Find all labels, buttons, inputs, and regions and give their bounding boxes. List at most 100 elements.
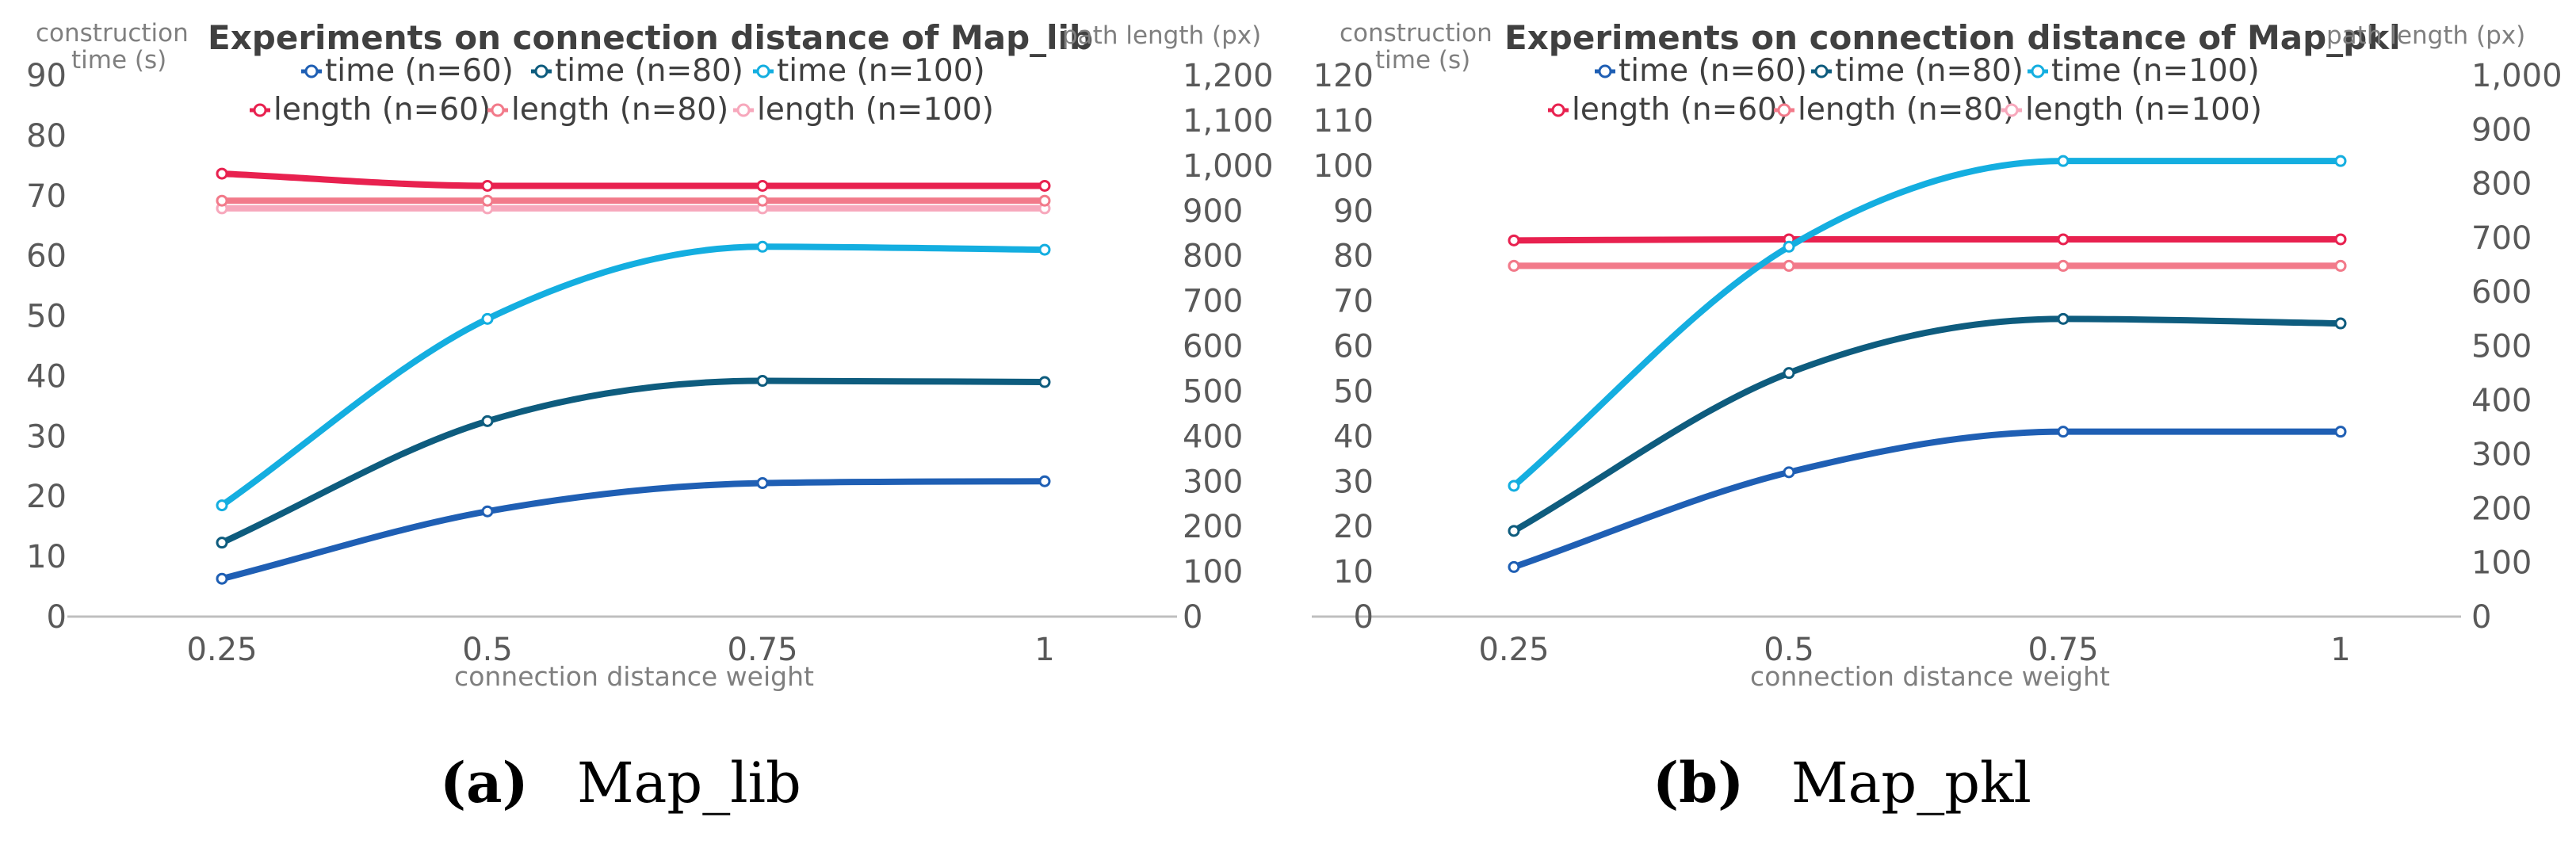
series-time-n-100- (216, 240, 1051, 512)
subfigure-caption: Map_pkl (1791, 751, 2031, 816)
legend-item: time (n=100) (2028, 53, 2260, 89)
legend-item: length (n=80) (487, 92, 728, 128)
y-right-tick: 600 (1183, 329, 1243, 365)
subfigure-caption: Map_lib (577, 751, 801, 816)
legend-label: length (n=60) (273, 92, 491, 128)
chart-a: Experiments on connection distance of Ma… (26, 18, 1273, 816)
data-point (2057, 233, 2070, 246)
legend-item: time (n=60) (301, 53, 514, 89)
series-time-n-80- (216, 375, 1051, 549)
series-time-n-100- (1508, 155, 2347, 492)
series-length-n-80- (1508, 259, 2347, 272)
legend-label: time (n=60) (1619, 53, 1807, 89)
legend-marker-icon (491, 103, 505, 117)
series-time-n-60- (216, 475, 1051, 585)
data-point (1783, 240, 1795, 253)
y-right-tick: 0 (2471, 599, 2491, 636)
legend-marker-icon (253, 103, 267, 117)
y-right-caption: path length (px) (2326, 21, 2525, 50)
data-point (1038, 179, 1051, 192)
data-point (481, 179, 494, 192)
data-point (216, 537, 228, 549)
series-line (219, 170, 1048, 189)
data-point (1508, 259, 1520, 272)
chart-title: Experiments on connection distance of Ma… (208, 18, 1093, 57)
data-point (481, 505, 494, 518)
data-point (1038, 243, 1051, 256)
legend-label: time (n=100) (777, 53, 985, 89)
y-right-tick: 300 (2471, 437, 2532, 473)
data-point (2057, 426, 2070, 438)
legend-marker-icon (1777, 103, 1791, 117)
data-point (2057, 155, 2070, 167)
legend-label: length (n=100) (2025, 92, 2262, 128)
legend-label: length (n=60) (1572, 92, 1789, 128)
y-left-tick: 80 (26, 118, 67, 155)
y-left-tick: 100 (1313, 148, 1374, 185)
legend-marker-icon (1598, 64, 1612, 78)
y-right-tick: 1,100 (1183, 103, 1274, 139)
y-left-tick: 90 (26, 58, 67, 94)
legend-item: length (n=100) (733, 92, 994, 128)
x-tick: 0.75 (727, 632, 797, 668)
y-right-tick: 600 (2471, 274, 2532, 311)
y-right-tick: 700 (1183, 284, 1243, 320)
series-line (219, 243, 1048, 509)
y-left-tick: 10 (26, 539, 67, 575)
y-right-tick: 800 (1183, 239, 1243, 275)
legend-marker-icon (736, 103, 751, 117)
y-right-tick: 800 (2471, 166, 2532, 203)
y-right-tick: 200 (2471, 491, 2532, 527)
series-time-n-80- (1508, 312, 2347, 537)
data-point (2057, 259, 2070, 272)
legend-marker-icon (304, 64, 319, 78)
y-right-tick: 400 (1183, 418, 1243, 455)
x-tick: 0.5 (1764, 632, 1814, 668)
data-point (2057, 312, 2070, 325)
series-length-n-100- (216, 202, 1051, 215)
x-axis-label: connection distance weight (1750, 661, 2110, 692)
data-point (481, 194, 494, 207)
y-right-tick: 1,200 (1183, 58, 1274, 94)
series-line (1511, 235, 2344, 244)
data-point (1508, 234, 1520, 246)
y-left-tick: 70 (1333, 284, 1374, 320)
series-time-n-60- (1508, 426, 2347, 573)
y-right-tick: 700 (2471, 220, 2532, 257)
data-point (216, 572, 228, 585)
series-line (219, 478, 1048, 583)
y-left-tick: 70 (26, 178, 67, 215)
y-left-tick: 0 (47, 599, 67, 636)
legend-item: length (n=80) (1774, 92, 2015, 128)
legend-marker-icon (2005, 103, 2019, 117)
data-point (2334, 426, 2347, 438)
legend-item: time (n=80) (531, 53, 743, 89)
x-tick: 0.5 (462, 632, 513, 668)
data-point (481, 415, 494, 427)
subfigure-letter: (b) (1653, 750, 1744, 816)
y-right-tick: 1,000 (2471, 58, 2563, 94)
y-right-tick: 900 (2471, 112, 2532, 148)
series-length-n-60- (216, 167, 1051, 192)
y-left-tick: 30 (1333, 464, 1374, 500)
x-tick: 0.25 (1478, 632, 1549, 668)
y-right-tick: 100 (1183, 554, 1243, 590)
legend-marker-icon (756, 64, 770, 78)
chart-b: Experiments on connection distance of Ma… (1312, 18, 2563, 816)
legend-label: length (n=80) (511, 92, 728, 128)
legend-marker-icon (534, 64, 548, 78)
y-right-tick: 100 (2471, 545, 2532, 582)
y-right-tick: 400 (2471, 383, 2532, 419)
y-left-tick: 10 (1333, 554, 1374, 590)
y-right-tick: 300 (1183, 464, 1243, 500)
data-point (2334, 155, 2347, 167)
data-point (1783, 367, 1795, 380)
data-point (756, 375, 769, 388)
data-point (1038, 376, 1051, 388)
data-point (216, 194, 228, 207)
legend-label: time (n=100) (2051, 53, 2260, 89)
data-point (756, 477, 769, 490)
y-left-tick: 50 (1333, 373, 1374, 410)
legend-item: time (n=100) (753, 53, 985, 89)
